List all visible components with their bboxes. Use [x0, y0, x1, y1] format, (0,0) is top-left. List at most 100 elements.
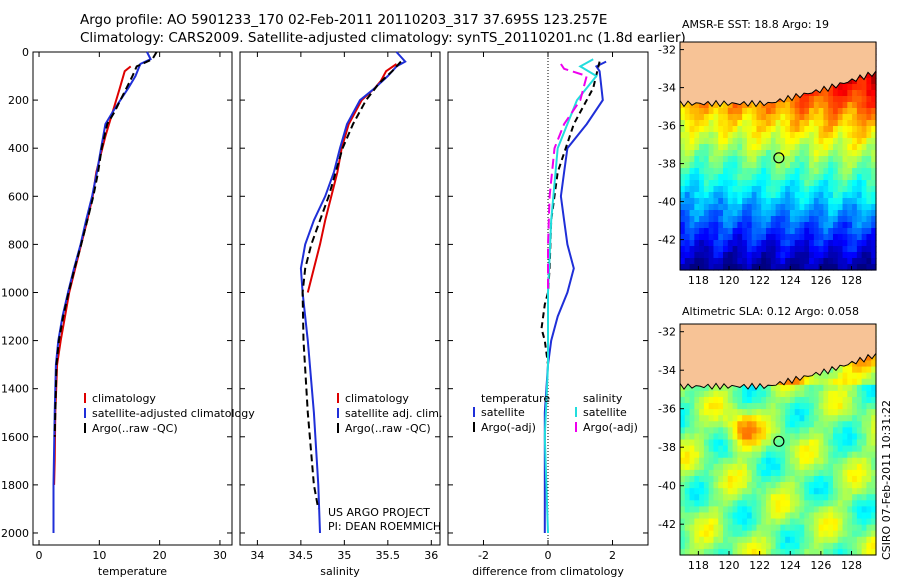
map-cell: [713, 512, 719, 520]
map-cell: [852, 132, 858, 139]
map-cell: [713, 120, 719, 127]
map-cell: [680, 415, 686, 422]
map-cell: [789, 500, 796, 507]
map-cell: [732, 264, 738, 271]
map-cell: [751, 258, 758, 265]
map-cell: [751, 264, 758, 271]
map-cell: [737, 246, 743, 253]
map-cell: [871, 384, 877, 392]
map-cell: [852, 204, 858, 211]
map-cell: [799, 409, 805, 416]
map-cell: [756, 234, 762, 241]
map-cell: [789, 390, 796, 398]
x-tick-label: 35: [337, 549, 351, 562]
map-cell: [775, 264, 781, 271]
map-cell: [718, 488, 724, 495]
map-cell: [799, 114, 805, 121]
map-cell: [718, 403, 724, 410]
map-cell: [699, 144, 705, 151]
diff-legend-heading: temperature: [481, 392, 550, 405]
map-cell: [871, 403, 877, 410]
map-cell: [770, 264, 777, 271]
map-cell: [785, 186, 791, 193]
map-cell: [703, 234, 710, 241]
map-cell: [794, 421, 801, 428]
map-cell: [680, 228, 686, 235]
map-cell: [847, 378, 853, 386]
map-cell: [837, 246, 844, 253]
map-cell: [723, 536, 729, 544]
map-cell: [856, 210, 863, 217]
map-cell: [723, 512, 729, 520]
map-cell: [852, 252, 858, 259]
map-cell: [699, 156, 705, 163]
map-cell: [789, 234, 796, 241]
map-cell: [866, 427, 872, 435]
map-cell: [713, 421, 719, 428]
map-cell: [689, 488, 695, 495]
map-cell: [832, 530, 839, 538]
map-cell: [828, 396, 834, 404]
map-cell: [789, 114, 796, 121]
map-cell: [866, 439, 872, 447]
map-cell: [775, 488, 781, 495]
map-cell: [684, 524, 691, 532]
map-cell: [804, 162, 810, 169]
map-cell: [852, 433, 858, 441]
map-cell: [775, 384, 781, 392]
map-cell: [809, 108, 815, 115]
map-cell: [861, 258, 868, 265]
map-cell: [689, 390, 695, 398]
map-cell: [723, 506, 729, 514]
map-cell: [809, 216, 815, 223]
map-cell: [799, 174, 805, 181]
map-cell: [737, 530, 743, 538]
map-cell: [770, 482, 777, 489]
map-cell: [694, 463, 700, 471]
map-cell: [708, 390, 715, 398]
map-cell: [847, 144, 853, 151]
map-cell: [713, 530, 719, 538]
map-cell: [852, 240, 858, 247]
map-cell: [694, 506, 700, 514]
map-cell: [732, 198, 738, 205]
map-cell: [732, 252, 738, 259]
map-cell: [847, 186, 853, 193]
map-cell: [799, 469, 805, 477]
map-cell: [785, 210, 791, 217]
map-cell: [684, 506, 691, 514]
map-cell: [699, 252, 705, 259]
map-cell: [761, 403, 767, 410]
map-cell: [727, 138, 734, 145]
map-lat-label: -38: [658, 158, 676, 171]
map-cell: [694, 234, 700, 241]
map-cell: [818, 542, 825, 550]
map-cell: [680, 252, 686, 259]
map-cell: [842, 222, 848, 229]
map-cell: [871, 78, 877, 85]
map-cell: [703, 384, 710, 392]
map-cell: [809, 542, 815, 550]
map-cell: [737, 469, 743, 477]
map-cell: [746, 421, 753, 428]
map-cell: [804, 222, 810, 229]
map-cell: [770, 494, 777, 501]
map-cell: [856, 132, 863, 139]
map-cell: [799, 192, 805, 199]
map-cell: [761, 192, 767, 199]
map-cell: [684, 530, 691, 538]
map-cell: [818, 90, 825, 97]
map-cell: [813, 198, 820, 205]
map-cell: [823, 102, 829, 109]
map-cell: [694, 396, 700, 404]
map-cell: [761, 542, 767, 550]
map-cell: [785, 204, 791, 211]
map-cell: [799, 108, 805, 115]
map-cell: [809, 518, 815, 526]
map-cell: [775, 475, 781, 483]
map-cell: [809, 168, 815, 175]
map-cell: [751, 150, 758, 157]
map-cell: [694, 120, 700, 127]
map-cell: [852, 360, 858, 368]
map-cell: [861, 102, 868, 109]
